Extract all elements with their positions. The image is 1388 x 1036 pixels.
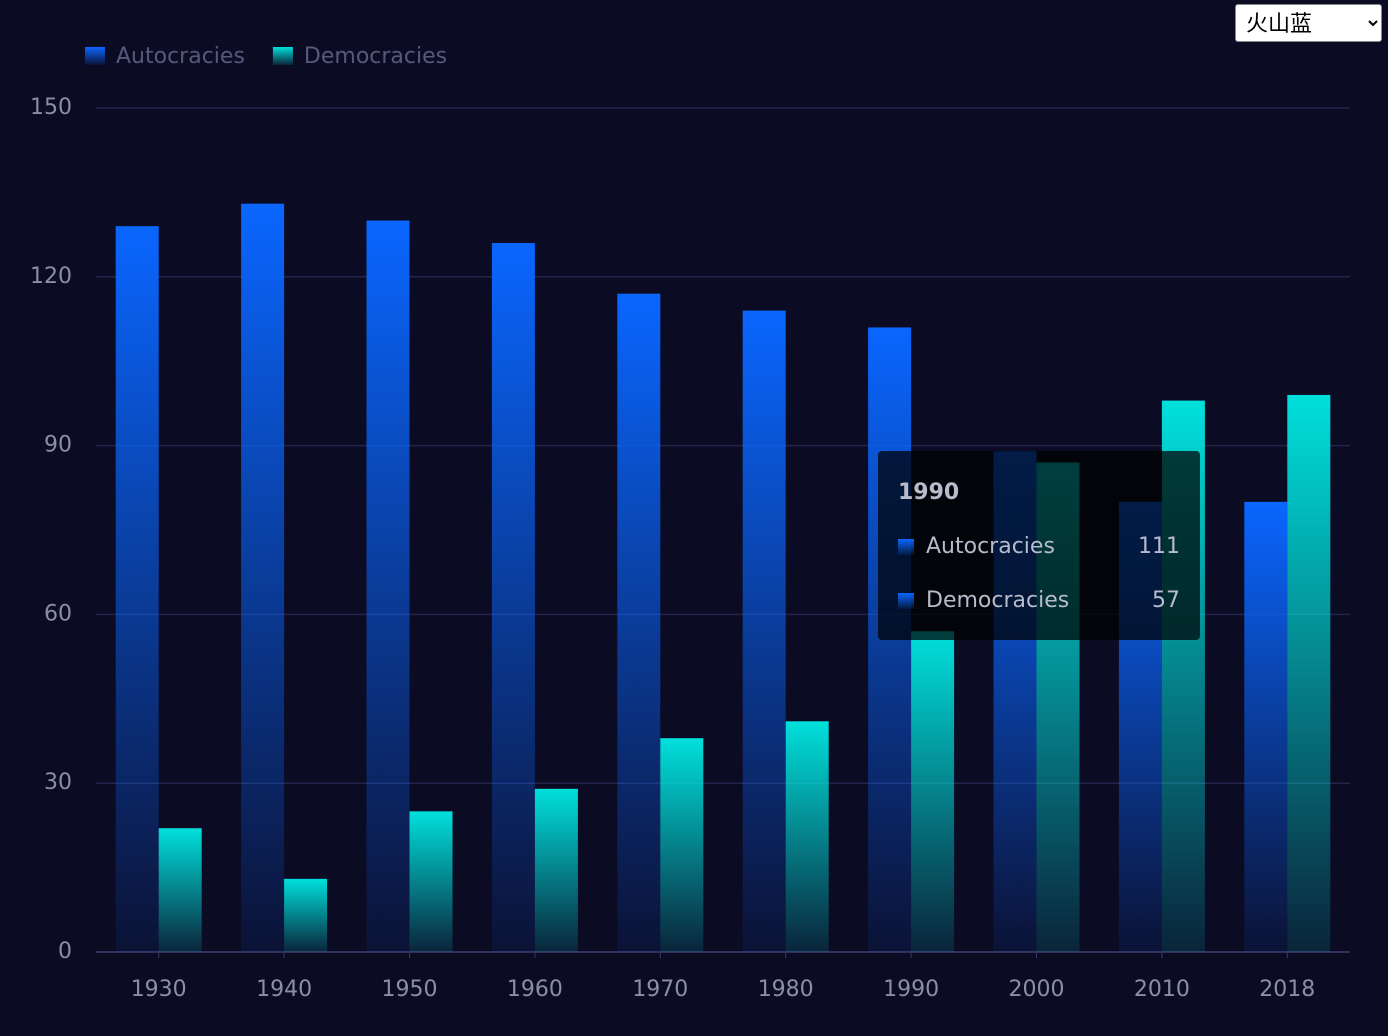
bar	[491, 243, 535, 953]
bar	[409, 811, 453, 952]
x-tick-label: 2010	[1134, 977, 1190, 1002]
tooltip-title: 1990	[898, 480, 959, 505]
legend-label: Autocracies	[116, 44, 245, 69]
tooltip: 1990 Autocracies 111 Democracies 57	[878, 451, 1200, 640]
bar	[785, 721, 829, 952]
y-tick-label: 0	[58, 939, 72, 964]
bar	[617, 293, 661, 952]
legend-label: Democracies	[304, 44, 447, 69]
x-tick-label: 2000	[1009, 977, 1065, 1002]
legend-swatch	[85, 47, 105, 65]
bar	[366, 220, 410, 953]
x-tick-label: 2018	[1259, 977, 1315, 1002]
x-tick-label: 1930	[131, 977, 187, 1002]
bar	[1287, 394, 1331, 953]
tooltip-value: 111	[1138, 534, 1180, 559]
bar	[1244, 501, 1288, 952]
theme-select[interactable]: 火山蓝	[1235, 4, 1382, 42]
x-tick-label: 1980	[758, 977, 814, 1002]
tooltip-series: Democracies	[926, 588, 1069, 613]
legend-swatch	[272, 47, 293, 65]
x-tick-label: 1940	[256, 977, 312, 1002]
y-tick-label: 120	[30, 264, 72, 289]
tooltip-swatch	[898, 539, 914, 555]
tooltip-value: 57	[1152, 588, 1180, 613]
bar	[911, 631, 955, 952]
bar	[158, 828, 202, 952]
bar	[742, 310, 786, 952]
tooltip-swatch	[898, 593, 914, 609]
bar	[534, 788, 578, 952]
y-tick-label: 60	[44, 601, 72, 626]
bar	[115, 226, 159, 952]
y-tick-label: 30	[44, 770, 72, 795]
bar	[241, 203, 285, 953]
y-tick-label: 150	[30, 95, 72, 120]
tooltip-box	[878, 451, 1200, 640]
tooltip-series: Autocracies	[926, 534, 1055, 559]
x-tick-label: 1950	[382, 977, 438, 1002]
bar	[284, 878, 328, 952]
bar	[660, 738, 704, 952]
x-tick-label: 1970	[632, 977, 688, 1002]
x-tick-label: 1960	[507, 977, 563, 1002]
y-tick-label: 90	[44, 433, 72, 458]
x-tick-label: 1990	[883, 977, 939, 1002]
